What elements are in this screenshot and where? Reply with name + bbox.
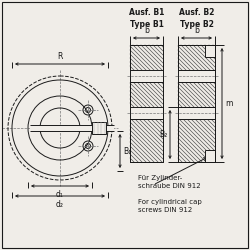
Bar [130, 70, 163, 82]
Text: d₁: d₁ [56, 190, 64, 199]
Text: For cylindrical cap
screws DIN 912: For cylindrical cap screws DIN 912 [138, 199, 202, 213]
Bar [92, 122, 106, 134]
Bar [205, 150, 215, 162]
Bar [30, 125, 114, 131]
Text: Für Zylinder-
schraube DIN 912: Für Zylinder- schraube DIN 912 [138, 175, 200, 189]
Bar [205, 45, 215, 57]
Text: m: m [225, 99, 232, 108]
Bar [178, 107, 215, 119]
Text: B₁: B₁ [123, 146, 131, 156]
Bar [130, 45, 163, 162]
Text: d₂: d₂ [56, 200, 64, 209]
Text: b: b [194, 26, 199, 35]
Text: R: R [57, 52, 63, 61]
Text: B₂: B₂ [159, 130, 167, 139]
Text: b: b [144, 26, 149, 35]
Text: Ausf. B2
Type B2: Ausf. B2 Type B2 [179, 8, 214, 29]
Bar [178, 70, 215, 82]
Bar [130, 107, 163, 119]
Text: Ausf. B1
Type B1: Ausf. B1 Type B1 [129, 8, 164, 29]
Bar [178, 45, 215, 162]
